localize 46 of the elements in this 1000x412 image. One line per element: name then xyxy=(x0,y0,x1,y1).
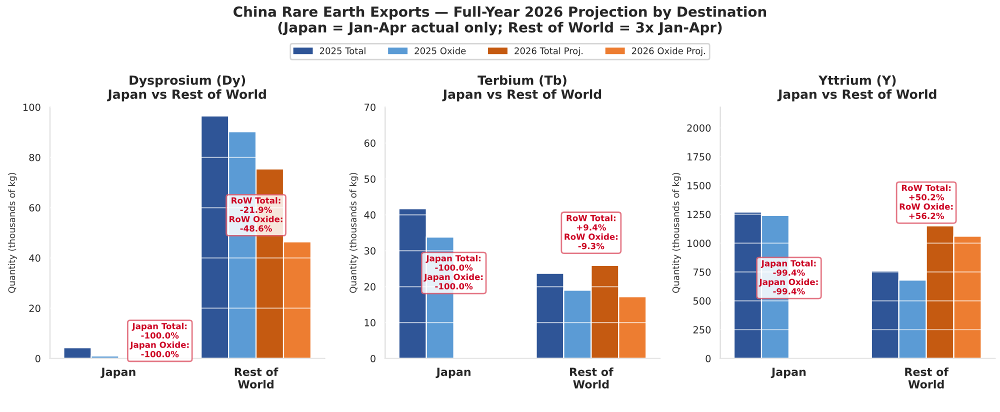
annotation: RoW Total: +50.2% RoW Oxide: +56.2% xyxy=(900,184,953,220)
y-tick-label: 100 xyxy=(23,104,40,111)
text: China Rare Earth Exports — Full-Year 2026 Projection by Destination (Japan = Jan-Apr actual only; Rest of World = 3x Jan-Apr) xyxy=(234,6,766,36)
y-tick-label: 40 xyxy=(29,254,40,262)
y-tick-label: 80 xyxy=(29,154,40,162)
legend-label: 2025 Oxide xyxy=(414,47,466,54)
annotation: Japan Total: -100.0% Japan Oxide: -100.0% xyxy=(130,322,189,358)
y-tick-label: 1750 xyxy=(688,153,711,161)
y-tick-label: 70 xyxy=(364,104,376,111)
x-tick-label: Japan xyxy=(436,368,470,378)
y-tick-label: 1250 xyxy=(688,210,711,218)
y-axis-title: Quantity (thousands of kg) xyxy=(349,172,358,293)
y-tick-label: 60 xyxy=(29,204,40,212)
legend-label: 2026 Total Proj. xyxy=(514,47,583,56)
y-axis-title: Quantity (thousands of kg) xyxy=(8,172,17,293)
y-tick-label: 0 xyxy=(706,354,711,362)
annotation: Japan Total: -100.0% Japan Oxide: -100.0% xyxy=(424,254,483,290)
y-axis-title: Quantity (thousands of kg) xyxy=(672,172,681,293)
x-tick-label: Rest of World xyxy=(905,367,949,389)
y-tick-label: 0 xyxy=(370,354,376,362)
annotation: RoW Total: +9.4% RoW Oxide: -9.3% xyxy=(564,214,618,250)
legend-label: 2025 Total xyxy=(320,47,366,54)
annotation: RoW Total: -21.9% RoW Oxide: -48.6% xyxy=(230,197,282,232)
annotation: Japan Total: -99.4% Japan Oxide: -99.4% xyxy=(758,260,818,294)
y-tick-label: 250 xyxy=(693,326,711,334)
chart-title: Terbium (Tb) Japan vs Rest of World xyxy=(442,75,602,102)
y-tick-label: 50 xyxy=(364,175,376,183)
y-tick-label: 1000 xyxy=(688,240,711,247)
y-tick-label: 60 xyxy=(364,140,376,147)
y-tick-label: 1500 xyxy=(688,182,711,190)
y-tick-label: 2000 xyxy=(687,124,711,132)
y-tick-label: 40 xyxy=(364,211,376,219)
x-tick-label: Rest of World xyxy=(570,367,614,389)
y-tick-label: 750 xyxy=(694,268,711,276)
y-tick-label: 30 xyxy=(364,247,376,255)
y-tick-label: 10 xyxy=(364,319,376,326)
y-tick-label: 20 xyxy=(29,304,40,312)
y-tick-label: 0 xyxy=(35,354,40,362)
chart-title: Dysprosium (Dy) Japan vs Rest of World xyxy=(107,75,266,102)
x-tick-label: Japan xyxy=(100,368,136,378)
y-tick-label: 500 xyxy=(693,297,711,305)
x-tick-label: Rest of World xyxy=(234,367,278,389)
legend-label: 2026 Oxide Proj. xyxy=(632,47,706,56)
chart-title: Yttrium (Y) Japan vs Rest of World xyxy=(777,75,936,102)
x-tick-label: Japan xyxy=(770,368,806,378)
y-tick-label: 20 xyxy=(364,283,376,290)
